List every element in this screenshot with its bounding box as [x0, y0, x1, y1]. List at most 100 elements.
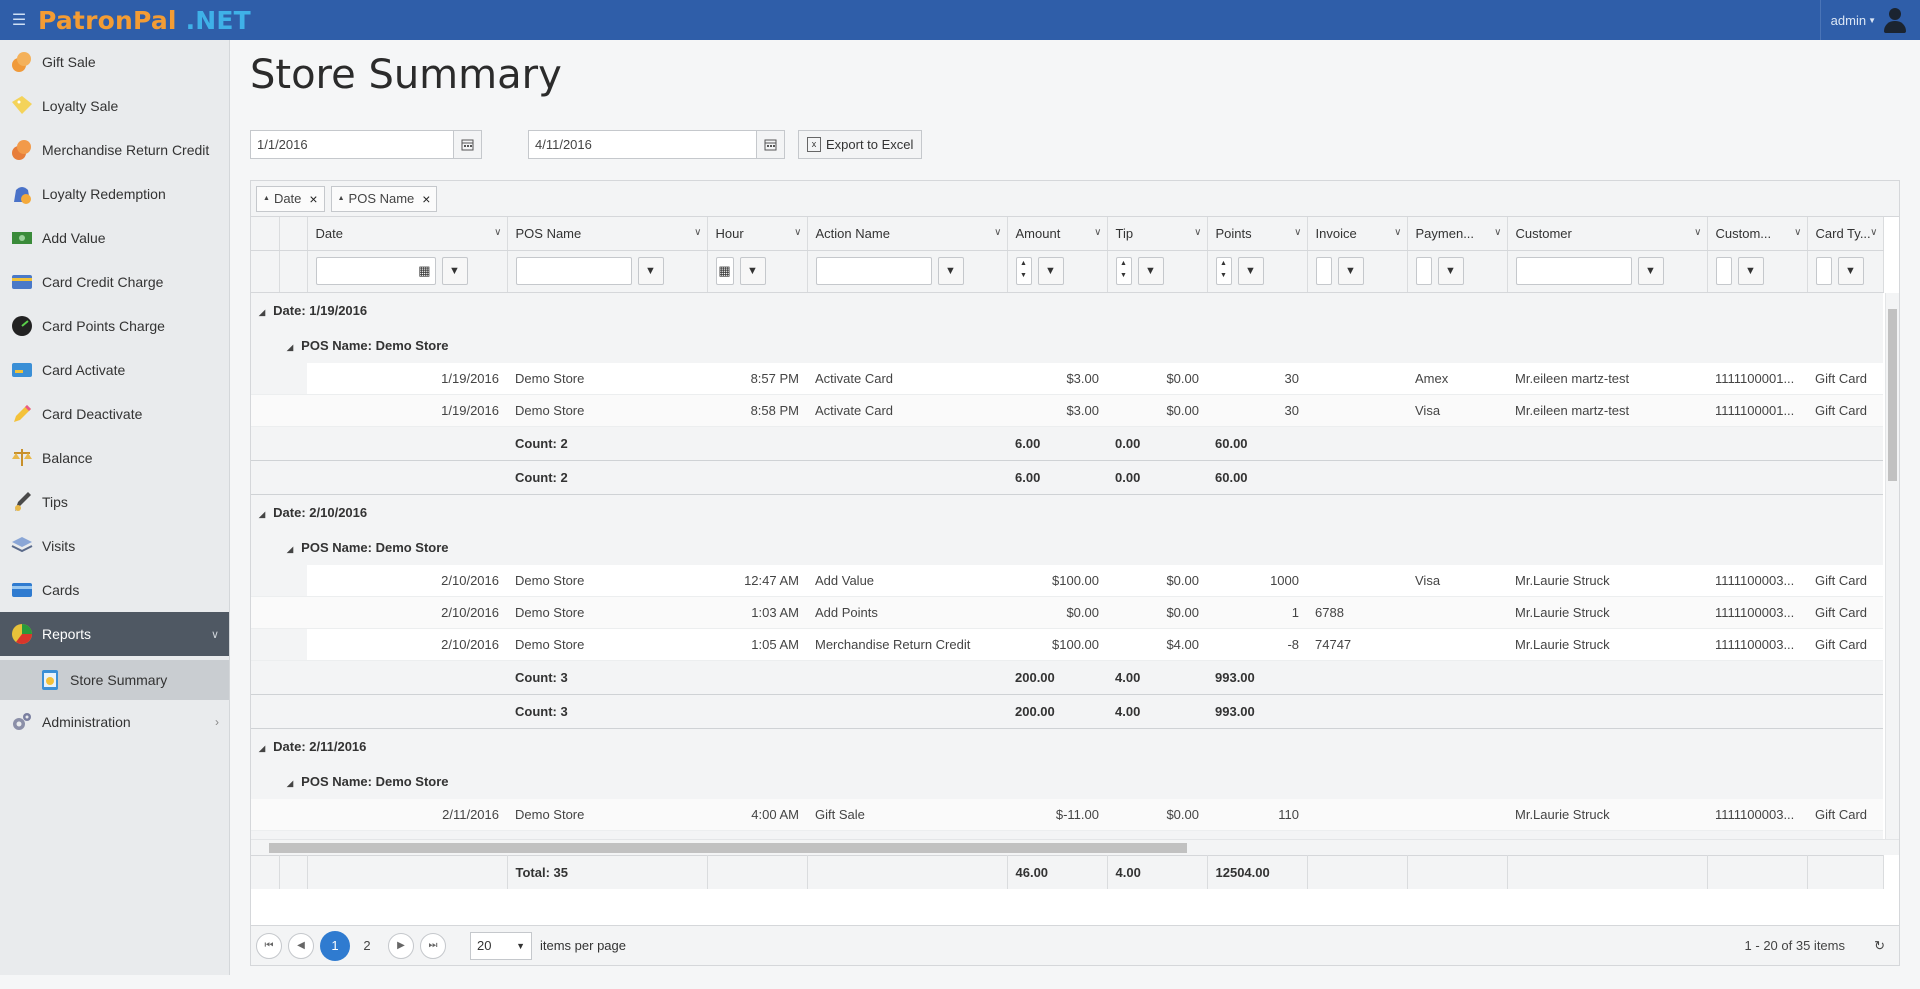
filter-input[interactable] — [1715, 257, 1732, 285]
date-to-input[interactable] — [529, 131, 756, 158]
sidebar-item-loyalty-redemption[interactable]: Loyalty Redemption — [0, 172, 229, 216]
group-chip-pos-name[interactable]: ▲ POS Name × — [330, 185, 438, 212]
filter-icon[interactable]: ▼ — [1337, 257, 1364, 285]
column-header-action-name[interactable]: Action Name ∨ — [807, 217, 1008, 251]
sidebar-item-merchandise-return-credit[interactable]: Merchandise Return Credit — [0, 128, 229, 172]
column-menu-icon[interactable]: ∨ — [994, 227, 1002, 238]
column-menu-icon[interactable]: ∨ — [1494, 227, 1502, 238]
numeric-spinner[interactable]: ▲ ▼ — [1115, 257, 1132, 285]
calendar-icon[interactable] — [453, 131, 481, 158]
column-menu-icon[interactable]: ∨ — [1794, 227, 1802, 238]
column-menu-icon[interactable]: ∨ — [1694, 227, 1702, 238]
collapse-icon[interactable]: ◢ — [287, 778, 294, 788]
filter-icon[interactable]: ▼ — [1737, 257, 1764, 285]
user-menu[interactable]: admin ▼ — [1819, 0, 1920, 40]
sidebar-item-visits[interactable]: Visits — [0, 524, 229, 568]
collapse-icon[interactable]: ◢ — [259, 307, 266, 317]
sidebar-item-cards[interactable]: Cards — [0, 568, 229, 612]
sidebar-item-store-summary[interactable]: Store Summary — [0, 660, 229, 700]
column-header-pos-name[interactable]: POS Name ∨ — [507, 217, 708, 251]
prev-page-button[interactable]: ◀ — [288, 932, 314, 959]
app-logo[interactable]: PatronPal .NET — [38, 6, 251, 35]
sidebar-item-administration[interactable]: Administration › — [0, 700, 229, 744]
last-page-button[interactable]: ⏭ — [420, 932, 446, 959]
filter-icon[interactable]: ▼ — [1037, 257, 1064, 285]
filter-input[interactable] — [1515, 257, 1632, 285]
horizontal-scrollbar[interactable] — [251, 838, 1899, 855]
column-header-customer-card[interactable]: Custom... ∨ — [1707, 217, 1808, 251]
column-menu-icon[interactable]: ∨ — [794, 227, 802, 238]
export-excel-button[interactable]: x Export to Excel — [798, 130, 923, 159]
column-header-card-type[interactable]: Card Ty... ∨ — [1807, 217, 1884, 251]
filter-icon[interactable]: ▼ — [637, 257, 664, 285]
hamburger-menu-icon[interactable]: ☰ — [11, 12, 27, 29]
table-row[interactable]: 2/10/2016 Demo Store 12:47 AM Add Value $100… — [251, 564, 1884, 597]
first-page-button[interactable]: ⏮ — [256, 932, 282, 959]
refresh-icon[interactable]: ↻ — [1874, 937, 1885, 953]
column-menu-icon[interactable]: ∨ — [494, 227, 502, 238]
column-menu-icon[interactable]: ∨ — [694, 227, 702, 238]
scrollbar-thumb[interactable] — [269, 842, 1187, 853]
sidebar-item-loyalty-sale[interactable]: Loyalty Sale — [0, 84, 229, 128]
group-header-date[interactable]: ◢ Date: 1/19/2016 — [251, 292, 1884, 328]
column-header-tip[interactable]: Tip ∨ — [1107, 217, 1208, 251]
sidebar-item-card-points-charge[interactable]: Card Points Charge — [0, 304, 229, 348]
sidebar-item-tips[interactable]: Tips — [0, 480, 229, 524]
filter-icon[interactable]: ▼ — [1837, 257, 1864, 285]
filter-input[interactable] — [1315, 257, 1332, 285]
column-header-amount[interactable]: Amount ∨ — [1007, 217, 1108, 251]
filter-icon[interactable]: ▼ — [1237, 257, 1264, 285]
filter-icon[interactable]: ▼ — [937, 257, 964, 285]
scrollbar-thumb[interactable] — [1888, 308, 1897, 481]
page-size-select[interactable]: 20 ▼ — [470, 931, 532, 960]
column-menu-icon[interactable]: ∨ — [1394, 227, 1402, 238]
page-2-button[interactable]: 2 — [363, 938, 371, 953]
table-row[interactable]: 2/10/2016 Demo Store 1:05 AM Merchandise Re… — [251, 628, 1884, 661]
column-header-customer[interactable]: Customer ∨ — [1507, 217, 1708, 251]
sidebar-item-card-deactivate[interactable]: Card Deactivate — [0, 392, 229, 436]
close-icon[interactable]: × — [422, 190, 431, 207]
numeric-spinner[interactable]: ▲ ▼ — [1015, 257, 1032, 285]
sidebar-item-card-credit-charge[interactable]: Card Credit Charge — [0, 260, 229, 304]
filter-icon[interactable]: ▼ — [1437, 257, 1464, 285]
column-header-hour[interactable]: Hour ∨ — [707, 217, 808, 251]
column-header-date[interactable]: Date ∨ — [307, 217, 508, 251]
calendar-icon[interactable]: ▦ — [418, 263, 431, 278]
filter-input[interactable] — [1815, 257, 1832, 285]
column-header-payment[interactable]: Paymen... ∨ — [1407, 217, 1508, 251]
table-row[interactable]: 2/10/2016 Demo Store 1:03 AM Add Points $0.0… — [251, 596, 1884, 629]
group-header-pos[interactable]: ◢ POS Name: Demo Store — [251, 327, 1884, 363]
collapse-icon[interactable]: ◢ — [259, 509, 266, 519]
close-icon[interactable]: × — [309, 190, 318, 207]
collapse-icon[interactable]: ◢ — [287, 544, 294, 554]
vertical-scrollbar[interactable] — [1885, 292, 1899, 839]
page-1-button[interactable]: 1 — [320, 930, 350, 961]
table-row[interactable]: 1/19/2016 Demo Store 8:57 PM Activate Card $… — [251, 362, 1884, 395]
filter-input[interactable] — [1415, 257, 1432, 285]
filter-icon[interactable]: ▼ — [441, 257, 468, 285]
column-menu-icon[interactable]: ∨ — [1194, 227, 1202, 238]
filter-icon[interactable]: ▼ — [1137, 257, 1164, 285]
column-header-points[interactable]: Points ∨ — [1207, 217, 1308, 251]
collapse-icon[interactable]: ◢ — [287, 342, 294, 352]
numeric-spinner[interactable]: ▲ ▼ — [1215, 257, 1232, 285]
filter-icon[interactable]: ▼ — [739, 257, 766, 285]
group-chip-date[interactable]: ▲ Date × — [256, 185, 325, 212]
collapse-icon[interactable]: ◢ — [259, 743, 266, 753]
sidebar-item-balance[interactable]: Balance — [0, 436, 229, 480]
column-menu-icon[interactable]: ∨ — [1294, 227, 1302, 238]
filter-input[interactable] — [515, 257, 632, 285]
sidebar-item-add-value[interactable]: Add Value — [0, 216, 229, 260]
next-page-button[interactable]: ▶ — [388, 932, 414, 959]
calendar-icon[interactable] — [756, 131, 784, 158]
group-header-pos[interactable]: ◢ POS Name: Demo Store — [251, 763, 1884, 799]
filter-input[interactable] — [815, 257, 932, 285]
date-from-input[interactable] — [251, 131, 453, 158]
clock-icon[interactable]: ▦ — [718, 263, 731, 278]
group-header-date[interactable]: ◢ Date: 2/11/2016 — [251, 728, 1884, 764]
column-menu-icon[interactable]: ∨ — [1870, 227, 1878, 238]
table-row[interactable]: 2/11/2016 Demo Store 4:00 AM Gift Sale $-11.… — [251, 798, 1884, 831]
column-menu-icon[interactable]: ∨ — [1094, 227, 1102, 238]
table-row[interactable]: 1/19/2016 Demo Store 8:58 PM Activate Card $… — [251, 394, 1884, 427]
sidebar-item-gift-sale[interactable]: Gift Sale — [0, 40, 229, 84]
